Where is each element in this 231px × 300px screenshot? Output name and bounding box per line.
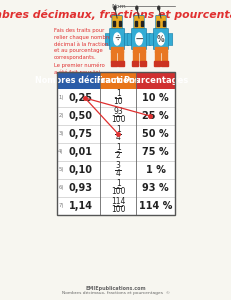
Bar	[132, 61, 138, 66]
Bar	[162, 21, 164, 26]
Circle shape	[113, 6, 116, 10]
Text: —: —	[135, 34, 142, 43]
Text: 100: 100	[110, 116, 125, 124]
FancyBboxPatch shape	[123, 34, 128, 46]
FancyBboxPatch shape	[149, 34, 153, 46]
Bar	[100, 72, 136, 89]
Text: Nom: Nom	[111, 4, 126, 9]
Text: Nombres décimaux, fractions et pourcentages  ©: Nombres décimaux, fractions et pourcenta…	[62, 291, 169, 295]
Bar	[154, 47, 166, 52]
Text: 114: 114	[110, 197, 125, 206]
Text: 1): 1)	[58, 95, 63, 101]
Text: 0,01: 0,01	[68, 147, 92, 157]
Bar	[57, 107, 174, 125]
Text: 0,10: 0,10	[68, 165, 92, 175]
Text: 10 %: 10 %	[142, 93, 168, 103]
Circle shape	[135, 33, 142, 45]
Bar	[57, 197, 174, 215]
Text: 4: 4	[115, 169, 120, 178]
Text: 100: 100	[110, 206, 125, 214]
Text: 0,25: 0,25	[68, 93, 92, 103]
Text: Pourcentages: Pourcentages	[123, 76, 188, 85]
Bar	[135, 21, 137, 26]
Text: EMIEpublications.com: EMIEpublications.com	[85, 286, 146, 291]
Bar	[111, 47, 123, 52]
Text: 1: 1	[115, 125, 120, 134]
Circle shape	[135, 6, 137, 10]
Text: 4: 4	[115, 134, 120, 142]
Text: 50 %: 50 %	[142, 129, 168, 139]
Text: 114 %: 114 %	[138, 201, 172, 211]
Bar	[118, 21, 120, 26]
Bar	[110, 61, 116, 66]
Bar	[57, 72, 174, 215]
Bar	[140, 21, 142, 26]
FancyBboxPatch shape	[153, 28, 168, 50]
Text: 3: 3	[115, 161, 120, 170]
FancyBboxPatch shape	[131, 28, 146, 50]
Text: Fais des traits pour
relier chaque nombre
décimal à la fraction
et au pourcentag: Fais des traits pour relier chaque nombr…	[54, 28, 111, 75]
Bar	[161, 61, 167, 66]
Text: 1: 1	[115, 143, 120, 152]
Bar	[117, 61, 123, 66]
Text: 0,93: 0,93	[68, 183, 92, 193]
Text: Nombres décimaux, fractions et pourcentages: Nombres décimaux, fractions et pourcenta…	[0, 10, 231, 20]
Text: 2): 2)	[58, 113, 63, 119]
Circle shape	[157, 6, 159, 10]
Bar	[161, 51, 166, 62]
Bar	[113, 21, 115, 26]
FancyBboxPatch shape	[155, 16, 165, 31]
Text: 3): 3)	[58, 131, 63, 136]
FancyBboxPatch shape	[105, 34, 110, 46]
Text: 0,50: 0,50	[68, 111, 92, 121]
Circle shape	[113, 33, 120, 45]
FancyBboxPatch shape	[145, 34, 150, 46]
Bar	[57, 72, 100, 89]
Text: 25 %: 25 %	[142, 111, 168, 121]
Text: 0,75: 0,75	[68, 129, 92, 139]
Text: 6): 6)	[58, 185, 63, 190]
Text: 1 %: 1 %	[145, 165, 165, 175]
Text: 75 %: 75 %	[142, 147, 168, 157]
Bar	[140, 51, 144, 62]
Bar	[132, 51, 137, 62]
Text: 100: 100	[110, 188, 125, 196]
Text: 1: 1	[115, 89, 120, 98]
Text: Fractions: Fractions	[96, 76, 140, 85]
Bar	[156, 21, 159, 26]
Bar	[57, 179, 174, 197]
Bar	[57, 89, 174, 107]
Bar	[111, 51, 116, 62]
Circle shape	[157, 33, 164, 45]
Text: ÷: ÷	[113, 34, 120, 43]
Text: 10: 10	[113, 98, 122, 106]
FancyBboxPatch shape	[167, 34, 172, 46]
FancyBboxPatch shape	[133, 16, 144, 31]
Bar	[139, 61, 145, 66]
Text: 1: 1	[115, 179, 120, 188]
FancyBboxPatch shape	[127, 34, 132, 46]
Bar	[57, 161, 174, 179]
Bar	[132, 47, 144, 52]
FancyBboxPatch shape	[111, 16, 122, 31]
Text: 1,14: 1,14	[68, 201, 92, 211]
Text: 2: 2	[115, 152, 120, 160]
Text: 93: 93	[113, 107, 122, 116]
Bar	[136, 72, 174, 89]
Text: 93 %: 93 %	[142, 183, 168, 193]
Bar	[118, 51, 123, 62]
Text: %: %	[156, 34, 164, 43]
FancyBboxPatch shape	[109, 28, 124, 50]
Text: 5): 5)	[58, 167, 63, 172]
Bar	[57, 125, 174, 143]
Text: 7): 7)	[58, 203, 63, 208]
Bar	[154, 51, 159, 62]
Text: Nombres décimaux: Nombres décimaux	[35, 76, 121, 85]
Bar	[57, 143, 174, 161]
Bar	[154, 61, 160, 66]
Text: 4): 4)	[58, 149, 63, 154]
